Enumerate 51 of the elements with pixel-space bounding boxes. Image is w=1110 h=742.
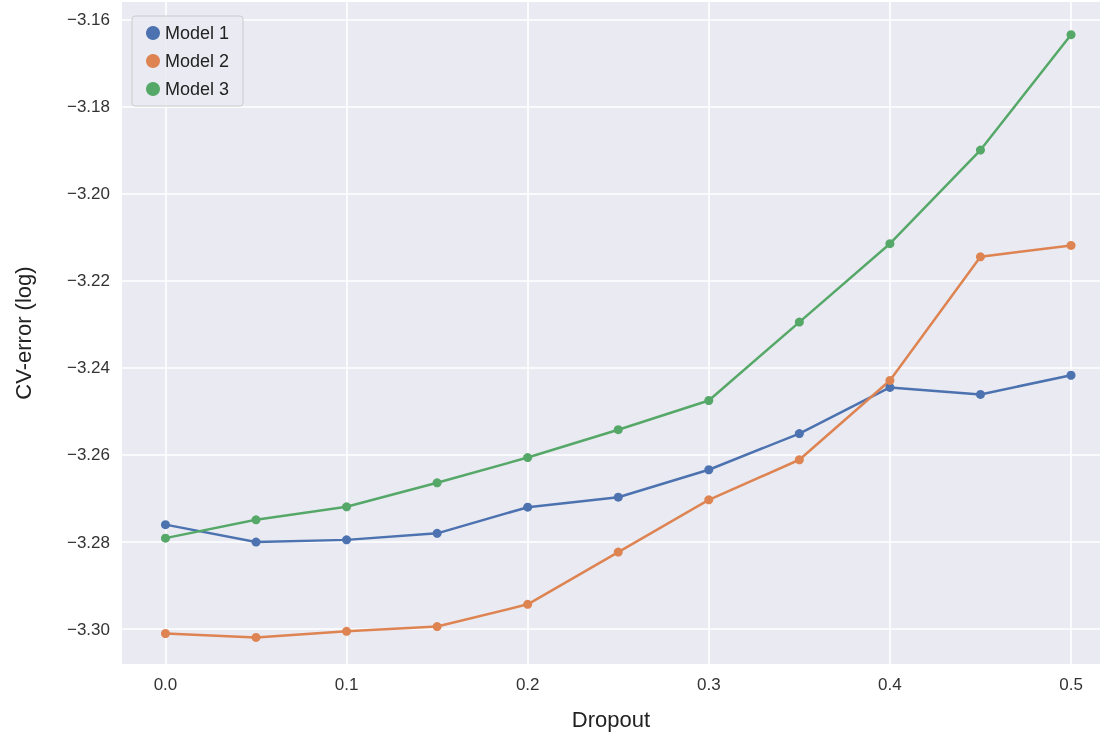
point (1066, 370, 1076, 380)
point (613, 425, 623, 435)
point (704, 495, 714, 505)
point (432, 478, 442, 488)
point (1066, 240, 1076, 250)
point (432, 528, 442, 538)
legend-label: Model 1 (165, 23, 230, 43)
point (523, 453, 533, 463)
point (1066, 30, 1076, 40)
y-tick-label: −3.20 (66, 184, 110, 204)
point (342, 535, 352, 545)
point (523, 502, 533, 512)
x-tick-label: 0.2 (515, 675, 540, 694)
point (704, 396, 714, 405)
y-tick-label: −3.28 (66, 532, 110, 552)
legend-label: Model 3 (165, 79, 230, 99)
y-axis-title: CV-error (log) (10, 266, 36, 400)
point (523, 599, 533, 609)
point (975, 389, 985, 399)
point (704, 465, 714, 475)
point (251, 632, 261, 642)
x-tick-label: 0.5 (1059, 675, 1083, 694)
point (794, 317, 804, 327)
point (613, 547, 623, 557)
point (613, 492, 623, 502)
point (342, 626, 352, 636)
point (432, 622, 442, 632)
x-tick-label: 0.0 (153, 675, 178, 694)
y-tick-label: −3.22 (66, 271, 110, 291)
point (794, 455, 804, 465)
point (885, 375, 895, 385)
point (160, 629, 170, 639)
x-tick-label: 0.1 (334, 675, 359, 694)
x-tick-label: 0.4 (878, 675, 902, 694)
legend-label: Model 2 (165, 51, 230, 71)
x-axis-title: Dropout (571, 706, 651, 732)
point (342, 502, 352, 512)
point (160, 533, 170, 543)
y-tick-label: −3.18 (66, 97, 110, 117)
point (160, 520, 170, 530)
point (794, 429, 804, 439)
point (975, 252, 985, 262)
y-tick-label: −3.30 (66, 619, 110, 639)
point (251, 537, 261, 547)
y-tick-label: −3.16 (66, 9, 110, 29)
y-tick-label: −3.24 (66, 358, 110, 378)
x-tick-label: 0.3 (696, 675, 721, 694)
point (251, 515, 261, 525)
point (885, 239, 895, 249)
point (975, 145, 985, 155)
y-tick-label: −3.26 (66, 445, 110, 465)
